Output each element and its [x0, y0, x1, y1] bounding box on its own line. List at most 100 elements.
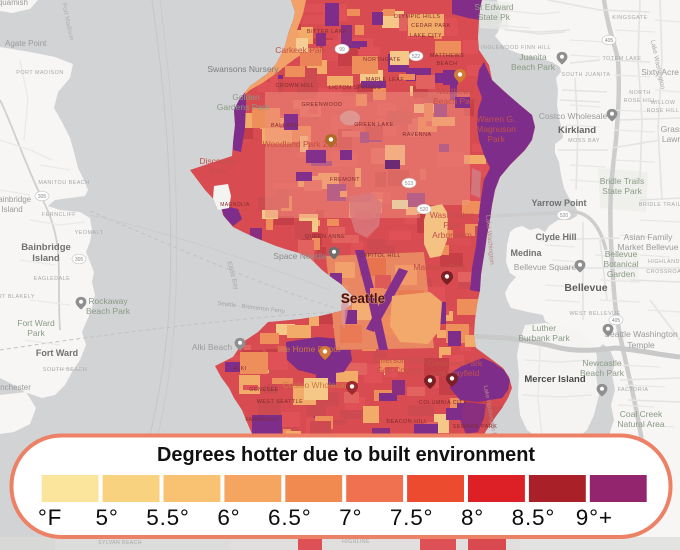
svg-text:Costco Wholesale: Costco Wholesale	[539, 111, 608, 121]
svg-text:Suquamish: Suquamish	[0, 0, 28, 7]
svg-text:Island: Island	[32, 253, 60, 264]
svg-text:520: 520	[560, 213, 569, 219]
svg-text:Island: Island	[1, 205, 22, 214]
svg-text:7.5°: 7.5°	[390, 505, 433, 530]
svg-text:Golden: Golden	[232, 92, 260, 102]
svg-text:Sixty Acre: Sixty Acre	[641, 67, 679, 77]
svg-text:Market Bellevue: Market Bellevue	[618, 242, 679, 252]
svg-text:Coal Creek: Coal Creek	[620, 409, 663, 419]
svg-text:WILLOW: WILLOW	[651, 100, 676, 106]
svg-text:St Edward: St Edward	[474, 2, 513, 12]
svg-text:8.5°: 8.5°	[512, 505, 555, 530]
svg-text:GREEN LAKE: GREEN LAKE	[354, 122, 393, 128]
svg-text:Agate Point: Agate Point	[5, 39, 47, 48]
svg-text:WEST SEATTLE: WEST SEATTLE	[257, 399, 304, 405]
svg-text:Golf Course: Golf Course	[376, 365, 422, 375]
svg-text:Beach Park: Beach Park	[580, 368, 625, 378]
svg-text:5°: 5°	[96, 505, 119, 530]
svg-text:Park: Park	[443, 220, 461, 230]
svg-text:PORT BLAKELY: PORT BLAKELY	[0, 294, 35, 300]
svg-text:Bellevue: Bellevue	[564, 282, 607, 294]
svg-text:405: 405	[612, 318, 621, 324]
svg-text:9°+: 9°+	[576, 505, 613, 530]
svg-text:NORTHGATE: NORTHGATE	[363, 57, 401, 63]
svg-text:Botanical: Botanical	[604, 259, 639, 269]
svg-text:Space Needle: Space Needle	[273, 251, 327, 261]
svg-text:7°: 7°	[339, 505, 362, 530]
svg-text:Grass: Grass	[661, 124, 680, 134]
svg-text:ROSE HILL: ROSE HILL	[647, 108, 680, 114]
svg-text:405: 405	[605, 38, 614, 44]
svg-text:WEST BELLEVUE: WEST BELLEVUE	[569, 311, 620, 317]
svg-text:The Home Depot: The Home Depot	[276, 344, 341, 354]
svg-text:CEDAR PARK: CEDAR PARK	[411, 23, 451, 29]
svg-text:Magnuson: Magnuson	[476, 124, 516, 134]
svg-text:Lawn: Lawn	[662, 134, 680, 144]
svg-text:Fort Ward: Fort Ward	[17, 318, 55, 328]
svg-text:BITTER LAKE: BITTER LAKE	[307, 29, 347, 35]
svg-text:TOTEM LAKE: TOTEM LAKE	[602, 56, 641, 62]
svg-text:Degrees hotter due to built en: Degrees hotter due to built environment	[157, 444, 535, 466]
svg-text:Discovery: Discovery	[199, 156, 237, 166]
svg-text:SEWARD PARK: SEWARD PARK	[453, 424, 498, 430]
svg-text:FACTORIA: FACTORIA	[618, 387, 649, 393]
svg-text:HIGHLANDS: HIGHLANDS	[648, 259, 680, 265]
svg-text:ALKI: ALKI	[233, 366, 247, 372]
svg-text:Bainbridge: Bainbridge	[0, 195, 32, 204]
svg-text:SOUTH BEACH: SOUTH BEACH	[43, 367, 87, 373]
svg-text:BALLARD: BALLARD	[271, 123, 299, 129]
svg-text:Manchester: Manchester	[0, 383, 31, 392]
svg-text:COLUMBIA CITY: COLUMBIA CITY	[419, 400, 467, 406]
svg-text:State Park: State Park	[602, 186, 642, 196]
svg-text:Bellevue: Bellevue	[605, 249, 638, 259]
svg-text:Seattle Washington: Seattle Washington	[604, 329, 678, 339]
svg-text:6.5°: 6.5°	[268, 505, 311, 530]
svg-text:CROSSROADS: CROSSROADS	[646, 269, 680, 275]
svg-text:YEOMALT: YEOMALT	[75, 230, 104, 236]
svg-text:RAVENNA: RAVENNA	[402, 132, 431, 138]
svg-text:Bainbridge: Bainbridge	[21, 242, 71, 253]
svg-text:OLYMPIC HILLS: OLYMPIC HILLS	[394, 14, 441, 20]
svg-text:8°: 8°	[461, 505, 484, 530]
svg-text:Gardens Park: Gardens Park	[217, 102, 270, 112]
svg-text:BRIDLE TRAILS: BRIDLE TRAILS	[639, 202, 680, 208]
svg-text:Washington: Washington	[430, 210, 475, 220]
svg-text:MAGNOLIA: MAGNOLIA	[220, 202, 250, 208]
svg-text:MOSS BAY: MOSS BAY	[568, 138, 600, 144]
svg-text:MATTHEWS: MATTHEWS	[430, 53, 464, 59]
svg-text:Beach Park: Beach Park	[511, 62, 556, 72]
svg-text:PORT MADISON: PORT MADISON	[16, 70, 63, 76]
svg-text:GENESEE: GENESEE	[249, 387, 279, 393]
svg-text:SYLVAN BEACH: SYLVAN BEACH	[98, 540, 142, 546]
svg-text:Medina: Medina	[510, 248, 542, 258]
svg-text:Matthews: Matthews	[437, 86, 473, 96]
svg-text:BEACON HILL: BEACON HILL	[386, 419, 427, 425]
svg-text:Seattle: Seattle	[341, 291, 386, 306]
svg-text:INGLEWOOD FINN HILL: INGLEWOOD FINN HILL	[481, 45, 551, 51]
svg-text:Fort Ward: Fort Ward	[36, 348, 78, 358]
svg-text:Park: Park	[209, 166, 227, 176]
svg-text:GREENWOOD: GREENWOOD	[301, 102, 342, 108]
svg-text:Mercer Island: Mercer Island	[524, 374, 585, 385]
svg-text:99: 99	[339, 47, 345, 53]
svg-text:MANITOU BEACH: MANITOU BEACH	[38, 180, 89, 186]
svg-text:EAGLEDALE: EAGLEDALE	[34, 276, 71, 282]
svg-text:FAIRMOUNT: FAIRMOUNT	[245, 417, 278, 423]
svg-text:Swansons Nursery: Swansons Nursery	[207, 64, 279, 74]
svg-text:Park: Park	[487, 134, 505, 144]
svg-text:LAKE CITY: LAKE CITY	[410, 33, 442, 39]
svg-text:Warren G.: Warren G.	[477, 114, 516, 124]
svg-text:Beach Park: Beach Park	[86, 306, 131, 316]
svg-text:Newcastle: Newcastle	[582, 358, 621, 368]
svg-text:Luther: Luther	[532, 323, 556, 333]
svg-text:Clyde Hill: Clyde Hill	[535, 232, 576, 242]
svg-text:5.5°: 5.5°	[146, 505, 189, 530]
svg-text:CAPITOL HILL: CAPITOL HILL	[359, 253, 401, 259]
svg-text:305: 305	[38, 194, 47, 200]
svg-text:Temple: Temple	[627, 340, 655, 350]
svg-text:Yarrow Point: Yarrow Point	[531, 198, 586, 208]
svg-text:and Playfield: and Playfield	[431, 368, 480, 378]
svg-text:MAPLE LEAF: MAPLE LEAF	[366, 77, 404, 83]
svg-text:6°: 6°	[217, 505, 240, 530]
svg-text:Garden: Garden	[607, 269, 636, 279]
